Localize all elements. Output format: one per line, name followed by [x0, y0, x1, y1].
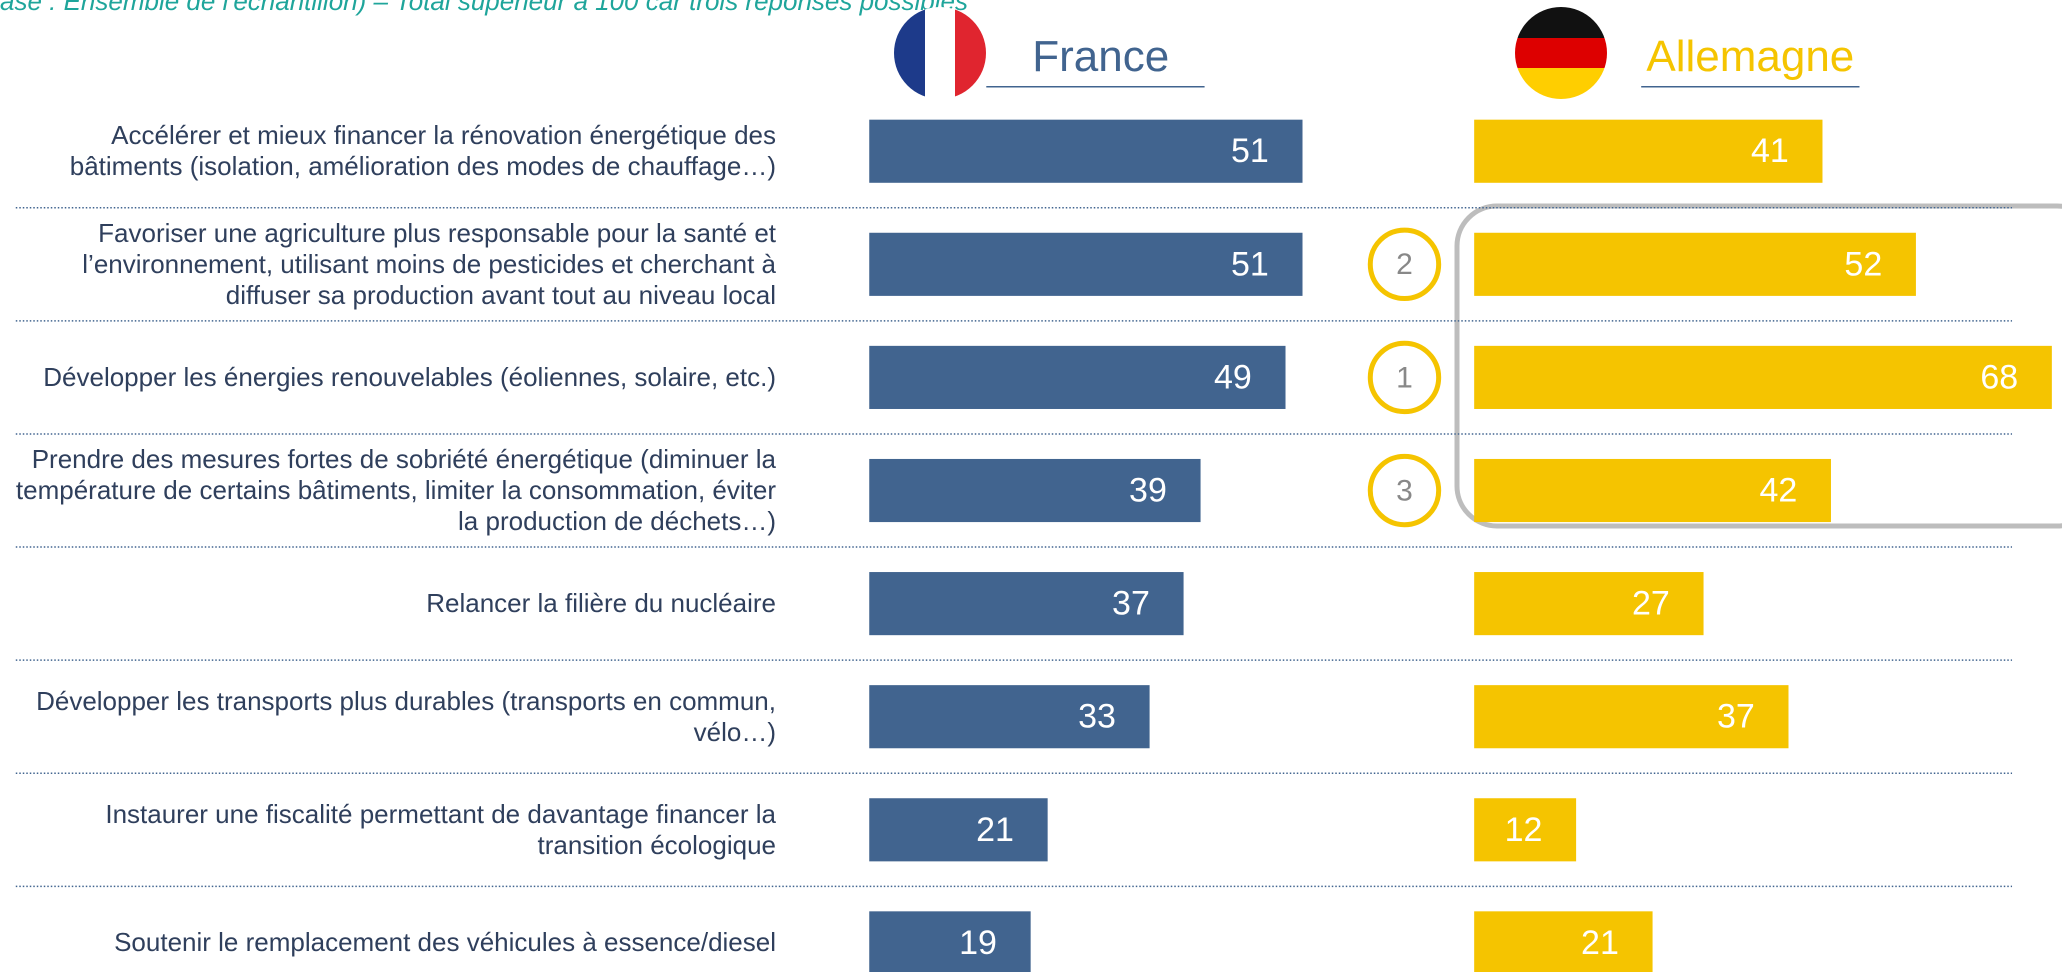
- category-text: Instaurer une fiscalité permettant de da…: [105, 798, 776, 860]
- category-text: Relancer la filière du nucléaire: [426, 588, 776, 619]
- category-text: Développer les transports plus durables …: [36, 685, 776, 747]
- rank-circle: [1367, 227, 1442, 302]
- bar: [1474, 685, 1789, 749]
- rank-circle: [1367, 453, 1442, 528]
- category-label: Développer les transports plus durables …: [0, 657, 776, 777]
- category-label: Accélérer et mieux financer la rénovatio…: [0, 91, 776, 211]
- france-flag: [894, 7, 986, 99]
- value-label: 19: [959, 924, 997, 962]
- subtitle: ase : Ensemble de l'échantillon) – Total…: [0, 0, 968, 16]
- bar: [869, 798, 1048, 862]
- category-text: Favoriser une agriculture plus responsab…: [82, 217, 776, 310]
- value-label: 12: [1505, 811, 1543, 849]
- category-text: Accélérer et mieux financer la rénovatio…: [69, 120, 776, 182]
- highlight-box: [1454, 203, 2062, 529]
- category-text: Soutenir le remplacement des véhicules à…: [114, 927, 776, 958]
- bar: [1474, 345, 2052, 409]
- bar: [1474, 798, 1577, 862]
- category-label: Développer les énergies renouvelables (é…: [0, 317, 776, 437]
- value-label: 51: [1231, 132, 1269, 170]
- category-label: Instaurer une fiscalité permettant de da…: [0, 770, 776, 890]
- bar: [869, 911, 1031, 972]
- value-label: 27: [1632, 585, 1670, 623]
- bar: [1474, 232, 1916, 296]
- bar: [869, 232, 1303, 296]
- rank-label: 1: [1396, 361, 1413, 394]
- value-label: 21: [1581, 924, 1619, 962]
- value-label: 49: [1214, 358, 1252, 396]
- value-label: 52: [1844, 245, 1882, 283]
- legend-label: France: [1032, 32, 1169, 81]
- category-label: Favoriser une agriculture plus responsab…: [0, 204, 776, 324]
- bar: [869, 119, 1303, 183]
- rank-circle: [1367, 340, 1442, 415]
- bar: [1474, 911, 1653, 972]
- value-label: 41: [1751, 132, 1789, 170]
- category-text: Prendre des mesures fortes de sobriété é…: [15, 444, 776, 536]
- germany-flag: [1515, 7, 1607, 99]
- category-label: Soutenir le remplacement des véhicules à…: [0, 883, 776, 972]
- rank-label: 3: [1396, 474, 1413, 507]
- value-label: 37: [1717, 698, 1755, 736]
- bar: [869, 685, 1150, 749]
- value-label: 42: [1759, 471, 1797, 509]
- value-label: 68: [1980, 358, 2018, 396]
- value-label: 21: [976, 811, 1014, 849]
- bar: [869, 572, 1184, 636]
- value-label: 39: [1129, 471, 1167, 509]
- bar: [869, 458, 1201, 523]
- value-label: 51: [1231, 245, 1269, 283]
- legend-label: Allemagne: [1646, 32, 1854, 81]
- bar: [1474, 119, 1823, 183]
- category-label: Relancer la filière du nucléaire: [0, 544, 776, 664]
- category-label: Prendre des mesures fortes de sobriété é…: [0, 431, 776, 551]
- bar: [1474, 572, 1704, 636]
- category-text: Développer les énergies renouvelables (é…: [43, 361, 776, 392]
- bar: [869, 345, 1286, 409]
- value-label: 37: [1112, 585, 1150, 623]
- rank-label: 2: [1396, 248, 1413, 281]
- value-label: 33: [1078, 698, 1116, 736]
- bar: [1474, 458, 1831, 523]
